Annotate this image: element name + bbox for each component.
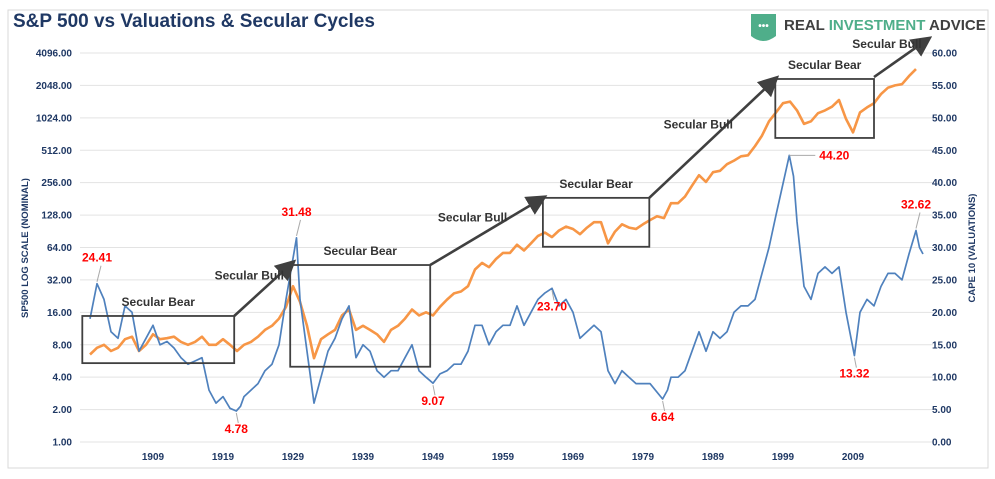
- right-axis-label: CAPE 10 (VALUATIONS): [967, 194, 978, 303]
- cape-line: [89, 154, 924, 412]
- secular-bear-label: Secular Bear: [324, 244, 398, 258]
- secular-bear-box: [289, 264, 432, 368]
- left-tick-label: 256.00: [41, 178, 72, 189]
- peak-label: 4.78: [225, 422, 249, 436]
- peak-label: 23.70: [537, 299, 567, 313]
- svg-text:REAL INVESTMENT ADVICE: REAL INVESTMENT ADVICE: [784, 17, 986, 34]
- left-tick-label: 1.00: [53, 438, 73, 449]
- secular-bear-label: Secular Bear: [788, 58, 862, 72]
- x-tick-label: 1959: [492, 452, 515, 463]
- x-tick-label: 2009: [842, 452, 865, 463]
- secular-bear-box: [774, 78, 875, 139]
- left-tick-label: 2048.00: [36, 81, 73, 92]
- right-tick-label: 60.00: [932, 49, 957, 60]
- logo-shield-icon: [751, 14, 776, 41]
- right-tick-label: 5.00: [932, 405, 952, 416]
- x-tick-label: 1949: [422, 452, 445, 463]
- gridlines: [80, 52, 933, 443]
- series-lines: [89, 68, 924, 412]
- logo: ••• REAL INVESTMENT ADVICE: [751, 14, 986, 41]
- cycle-annotations: Secular Bear Secular Bull Secular Bear Secu…: [81, 36, 933, 368]
- leader-line: [296, 219, 301, 237]
- secular-bull-arrow: [648, 75, 780, 199]
- secular-bull-label: Secular Bull: [438, 210, 507, 224]
- right-tick-label: 45.00: [932, 146, 957, 157]
- x-tick-label: 1969: [562, 452, 585, 463]
- x-tick-label: 1979: [632, 452, 655, 463]
- left-tick-label: 4096.00: [36, 49, 73, 60]
- x-tick-label: 1999: [772, 452, 795, 463]
- peak-labels: 24.41 4.78 31.48 9.07 23.70 6.64 44.20 13.32 32.…: [82, 148, 931, 436]
- right-tick-label: 30.00: [932, 243, 957, 254]
- peak-label: 44.20: [819, 148, 849, 162]
- leader-line: [662, 400, 666, 412]
- right-tick-label: 15.00: [932, 340, 957, 351]
- leader-line: [432, 385, 436, 396]
- right-axis-ticks: 0.00 5.00 10.00 15.00 20.00 25.00 30.00 35.00 40…: [932, 49, 957, 449]
- left-tick-label: 64.00: [47, 243, 72, 254]
- leader-line: [96, 265, 102, 282]
- left-tick-label: 4.00: [53, 373, 73, 384]
- leader-line: [853, 357, 857, 368]
- left-tick-label: 1024.00: [36, 113, 73, 124]
- secular-bull-arrow: [873, 36, 933, 79]
- x-tick-label: 1989: [702, 452, 725, 463]
- x-tick-label: 1929: [282, 452, 305, 463]
- left-tick-label: 128.00: [41, 211, 72, 222]
- leader-line: [235, 412, 239, 424]
- chart-title: S&P 500 vs Valuations & Secular Cycles: [13, 11, 375, 32]
- secular-bull-label: Secular Bull: [664, 117, 733, 131]
- peak-label: 32.62: [901, 198, 931, 212]
- secular-bull-arrow: [233, 259, 297, 317]
- left-axis-ticks: 1.00 2.00 4.00 8.00 16.00 32.00 64.00 128.00 256…: [36, 49, 73, 449]
- right-tick-label: 20.00: [932, 308, 957, 319]
- x-tick-label: 1909: [142, 452, 165, 463]
- peak-label: 6.64: [651, 410, 675, 424]
- secular-bull-arrow: [429, 195, 548, 267]
- left-tick-label: 16.00: [47, 308, 72, 319]
- secular-bull-label: Secular Bull: [215, 268, 284, 282]
- x-axis-ticks: 1909 1919 1929 1939 1949 1959 1969 1979 1989 1999…: [142, 452, 865, 463]
- left-tick-label: 32.00: [47, 275, 72, 286]
- left-axis-label: SP500 LOG SCALE (NOMINAL): [20, 178, 31, 318]
- peak-label: 24.41: [82, 251, 112, 265]
- left-tick-label: 512.00: [41, 146, 72, 157]
- right-tick-label: 40.00: [932, 178, 957, 189]
- x-tick-label: 1939: [352, 452, 375, 463]
- sp500-line: [89, 68, 917, 360]
- right-tick-label: 55.00: [932, 81, 957, 92]
- leader-line: [915, 212, 921, 229]
- left-tick-label: 8.00: [53, 340, 73, 351]
- secular-bear-box: [81, 315, 236, 365]
- right-tick-label: 25.00: [932, 275, 957, 286]
- chart-border: [7, 9, 989, 469]
- left-tick-label: 2.00: [53, 405, 73, 416]
- right-tick-label: 0.00: [932, 438, 952, 449]
- secular-bear-label: Secular Bear: [559, 177, 633, 191]
- right-tick-label: 50.00: [932, 113, 957, 124]
- x-tick-label: 1919: [212, 452, 235, 463]
- right-tick-label: 10.00: [932, 373, 957, 384]
- svg-text:•••: •••: [758, 21, 769, 32]
- secular-bear-box: [542, 196, 651, 248]
- leader-line: [551, 290, 555, 301]
- peak-label: 9.07: [421, 394, 445, 408]
- peak-label: 13.32: [839, 367, 869, 381]
- secular-bull-label: Secular Bull: [852, 37, 921, 51]
- right-tick-label: 35.00: [932, 211, 957, 222]
- secular-bear-label: Secular Bear: [122, 295, 196, 309]
- peak-label: 31.48: [281, 205, 311, 219]
